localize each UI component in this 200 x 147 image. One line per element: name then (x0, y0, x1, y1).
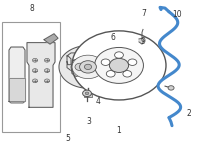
Polygon shape (71, 59, 86, 76)
Circle shape (101, 59, 110, 65)
Circle shape (44, 79, 50, 83)
Circle shape (95, 47, 143, 83)
Circle shape (84, 64, 92, 70)
Text: 5: 5 (66, 134, 70, 143)
Bar (84, 94, 92, 97)
Circle shape (106, 71, 115, 77)
Circle shape (128, 59, 137, 65)
Text: 3: 3 (87, 117, 91, 126)
Polygon shape (139, 38, 144, 44)
Circle shape (32, 79, 38, 83)
Circle shape (115, 52, 123, 58)
Circle shape (44, 69, 50, 72)
Polygon shape (9, 47, 25, 103)
Polygon shape (9, 78, 25, 101)
Circle shape (123, 71, 132, 77)
Circle shape (32, 69, 38, 72)
Circle shape (32, 58, 38, 62)
Circle shape (83, 90, 91, 97)
Bar (2, 22, 60, 132)
Circle shape (72, 55, 104, 79)
Circle shape (109, 58, 129, 72)
Text: 6: 6 (111, 33, 115, 42)
Text: 2: 2 (187, 109, 191, 118)
Circle shape (72, 31, 166, 100)
Polygon shape (67, 53, 80, 71)
Text: 8: 8 (30, 4, 34, 13)
Circle shape (80, 61, 96, 73)
Circle shape (44, 58, 50, 62)
Text: 7: 7 (142, 9, 146, 18)
Circle shape (85, 92, 89, 95)
Text: 10: 10 (172, 10, 182, 19)
Circle shape (168, 86, 174, 90)
Text: 9: 9 (141, 37, 145, 46)
Text: 1: 1 (117, 126, 121, 135)
Polygon shape (44, 34, 58, 44)
Text: 4: 4 (96, 97, 100, 106)
Circle shape (75, 63, 85, 71)
Polygon shape (27, 43, 55, 107)
Polygon shape (59, 46, 117, 88)
